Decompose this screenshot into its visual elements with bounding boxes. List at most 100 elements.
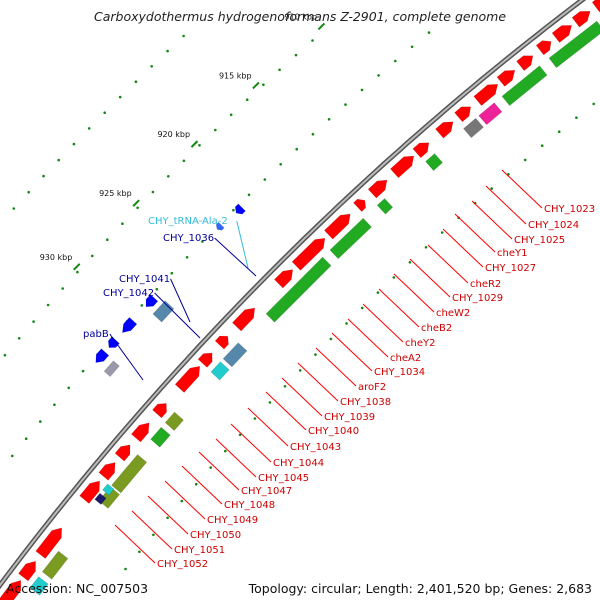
label-leader-line (347, 318, 389, 358)
label-leader-line (485, 185, 527, 225)
inner-gene-label: CHY_1052 (114, 524, 208, 570)
inner-gene-label: CHY_1034 (331, 332, 425, 378)
inner-gene-label: CHY_1050 (147, 495, 241, 541)
outer-gene-label-text: CHY_tRNA-Ala-2 (148, 216, 228, 227)
inner-gene-label: CHY_1023 (501, 169, 595, 215)
forward-cds-arrow (197, 352, 213, 368)
forward-cds-arrow (214, 335, 229, 350)
inner-gene-label-text: CHY_1024 (528, 220, 579, 231)
inner-gene-label-text: CHY_1045 (258, 473, 309, 484)
label-leader-line (393, 273, 435, 313)
forward-cds-arrow (291, 237, 326, 271)
label-leader-line (198, 451, 240, 491)
scale-dot-ring-3-dot (166, 49, 169, 53)
inner-gene-label: cheR2 (427, 244, 501, 290)
inner-gene-label-text: cheA2 (390, 353, 421, 364)
forward-cds-arrow (571, 10, 591, 28)
scale-dot-ring-1-dot (170, 271, 174, 275)
inner-dot-ring-dot (440, 231, 444, 234)
scale-dot-ring-1-dot (39, 420, 42, 423)
cog-block (463, 117, 484, 139)
scale-dot-ring-1-dot (344, 103, 347, 106)
forward-cds-arrow (114, 444, 131, 462)
map-footer: Accession: NC_007503 Topology: circular;… (0, 578, 600, 600)
label-leader-line (442, 228, 484, 268)
scale-dot-ring-1-dot (377, 74, 380, 77)
scale-dot-ring-1-dot (24, 437, 28, 441)
scale-dot-ring-1-dot (81, 369, 85, 373)
label-leader-line (131, 510, 173, 550)
label-leader-line (170, 278, 191, 323)
scale-dot-ring-3-dot (42, 174, 45, 178)
cog-block (501, 65, 548, 107)
kbp-tick-mark (252, 81, 260, 90)
reverse-cds-arrow (145, 294, 159, 308)
inner-gene-label: cheY2 (362, 303, 435, 349)
inner-gene-label: cheA2 (347, 318, 421, 364)
forward-cds-arrow (152, 403, 167, 419)
label-leader-line (281, 377, 323, 417)
inner-gene-label-text: CHY_1047 (241, 486, 292, 497)
inner-dot-ring-dot (124, 567, 127, 571)
outer-gene-label-text: pabB (83, 329, 109, 340)
inner-gene-label: cheW2 (393, 273, 470, 319)
inner-dot-ring-dot (557, 130, 561, 133)
inner-gene-label: CHY_1040 (265, 391, 359, 437)
inner-dot-ring-dot (376, 291, 380, 294)
inner-dot-ring-dot (238, 433, 242, 437)
label-leader-line (215, 438, 257, 478)
forward-cds-arrow (389, 155, 415, 179)
cog-block (29, 576, 49, 596)
cog-block (478, 102, 503, 126)
forward-cds-arrow (591, 0, 600, 13)
inner-dot-ring-dot (360, 306, 364, 310)
inner-dot-ring-dot (209, 466, 212, 469)
scale-dot-ring-1-dot (11, 454, 14, 458)
inner-gene-label-text: CHY_1029 (452, 293, 503, 304)
cog-block (222, 342, 248, 368)
scale-dot-ring-2-dot (214, 128, 217, 132)
forward-cds-arrow (473, 83, 499, 107)
scale-dot-ring-2-dot (106, 238, 109, 241)
inner-gene-label: cheB2 (378, 288, 452, 334)
inner-gene-label-text: CHY_1038 (340, 397, 391, 408)
inner-dot-ring-dot (490, 187, 494, 190)
inner-gene-label: CHY_1039 (281, 377, 375, 423)
inner-gene-label-text: cheY2 (405, 338, 435, 349)
cog-block (150, 426, 171, 448)
inner-dot-ring-dot (224, 449, 227, 453)
scale-dot-ring-3-dot (103, 111, 106, 114)
forward-cds-arrow (454, 106, 472, 123)
forward-cds-arrow (18, 560, 36, 582)
label-leader-line (362, 303, 404, 343)
outer-gene-label-text: CHY_1041 (119, 274, 170, 285)
scale-dot-ring-3-dot (27, 190, 31, 194)
label-leader-line (247, 407, 289, 447)
inner-gene-label: CHY_1043 (247, 407, 341, 453)
label-leader-line (230, 423, 272, 463)
scale-dot-ring-2-dot (121, 222, 124, 225)
scale-dot-ring-3-dot (182, 34, 185, 38)
inner-dot-ring-dot (194, 482, 198, 486)
inner-dot-ring-dot (523, 158, 527, 162)
scale-dot-ring-2-dot (294, 53, 298, 57)
forward-cds-arrow (130, 422, 150, 443)
outer-gene-label: CHY_1041 (119, 274, 191, 323)
inner-dot-ring-dot (152, 533, 155, 537)
kbp-tick-mark (132, 199, 140, 207)
reverse-cds-arrow (95, 348, 110, 363)
label-leader-line (315, 347, 357, 387)
label-leader-line (214, 237, 257, 277)
cog-block (111, 454, 148, 494)
scale-dot-ring-2-dot (17, 337, 21, 340)
outer-gene-label-text: CHY_1036 (163, 233, 214, 244)
scale-dot-ring-1-dot (232, 208, 235, 212)
kbp-tick: 910 kbp (284, 12, 326, 31)
forward-cds-arrow (323, 213, 351, 240)
kbp-tick-label: 910 kbp (284, 12, 317, 21)
